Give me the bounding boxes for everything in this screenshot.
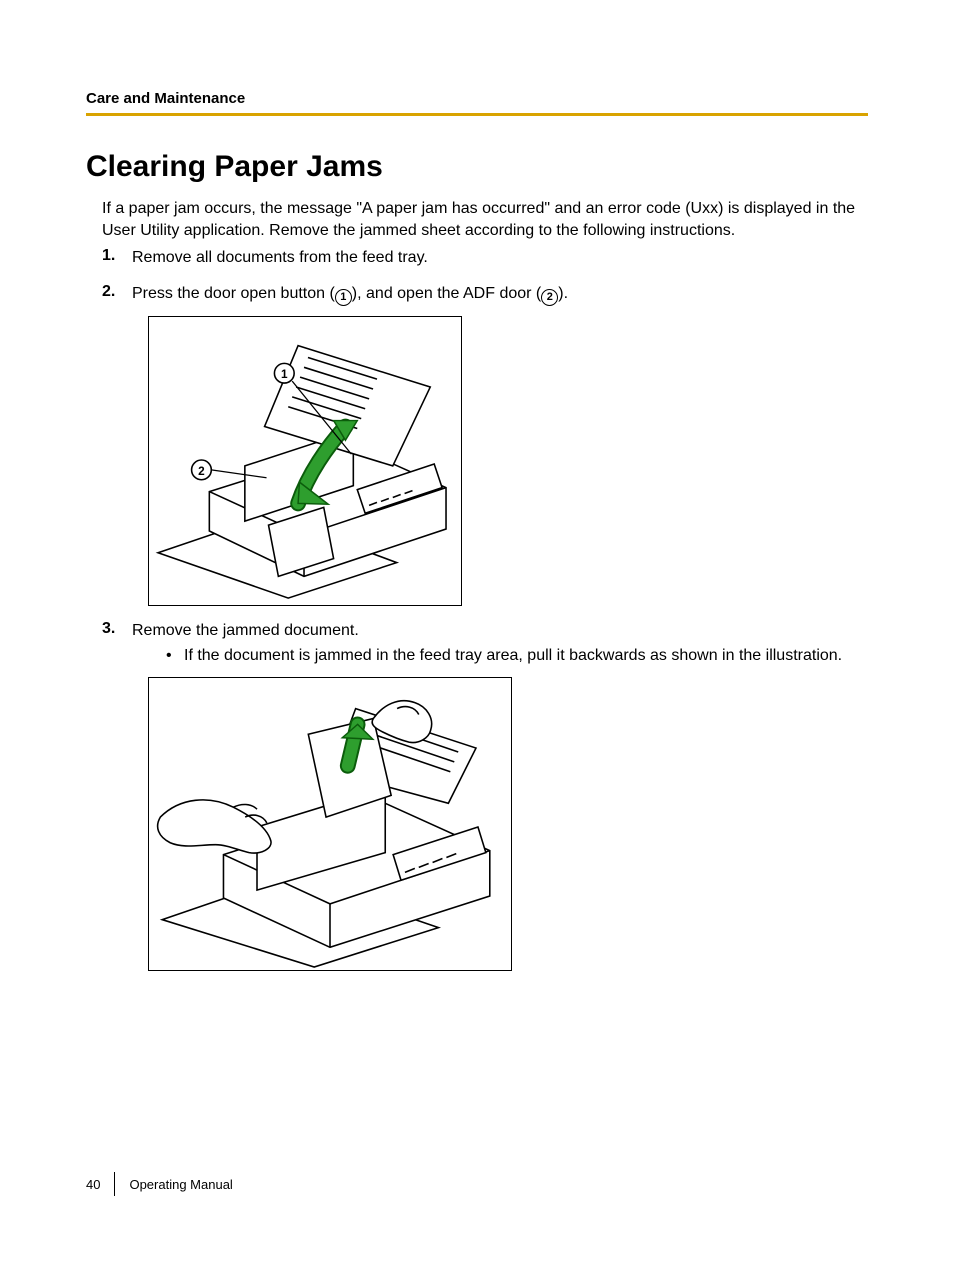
page-footer: 40 Operating Manual xyxy=(86,1172,233,1196)
figure-step-2: 1 2 xyxy=(148,316,462,606)
scanner-pull-paper-illustration xyxy=(150,679,510,969)
callout-marker-2: 2 xyxy=(541,289,558,306)
step-3: 3. Remove the jammed document. If the do… xyxy=(102,620,868,971)
scanner-open-door-illustration: 1 2 xyxy=(150,318,460,604)
step-text-main: Remove the jammed document. xyxy=(132,622,359,639)
step-1: 1. Remove all documents from the feed tr… xyxy=(102,247,868,269)
intro-paragraph: If a paper jam occurs, the message "A pa… xyxy=(102,198,868,241)
step-number: 1. xyxy=(102,247,132,265)
figure-step-3 xyxy=(148,677,512,971)
step-text-post: ). xyxy=(558,285,568,302)
page-title: Clearing Paper Jams xyxy=(86,150,868,184)
footer-separator xyxy=(114,1172,115,1196)
step-3-bullets: If the document is jammed in the feed tr… xyxy=(162,645,868,667)
step-text: Remove all documents from the feed tray. xyxy=(132,247,868,269)
footer-doc-title: Operating Manual xyxy=(129,1177,232,1192)
page: Care and Maintenance Clearing Paper Jams… xyxy=(0,0,954,1272)
steps-list: 1. Remove all documents from the feed tr… xyxy=(102,247,868,971)
header-rule xyxy=(86,113,868,116)
step-text-mid: ), and open the ADF door ( xyxy=(352,285,541,302)
step-number: 2. xyxy=(102,283,132,301)
bullet-item: If the document is jammed in the feed tr… xyxy=(162,645,868,667)
svg-text:1: 1 xyxy=(281,367,288,381)
step-2: 2. Press the door open button (1), and o… xyxy=(102,283,868,606)
step-text-pre: Press the door open button ( xyxy=(132,285,335,302)
callout-marker-1: 1 xyxy=(335,289,352,306)
section-header: Care and Maintenance xyxy=(86,90,868,107)
step-text: Press the door open button (1), and open… xyxy=(132,283,868,306)
step-text: Remove the jammed document. If the docum… xyxy=(132,620,868,667)
step-number: 3. xyxy=(102,620,132,638)
page-number: 40 xyxy=(86,1177,114,1192)
svg-text:2: 2 xyxy=(198,464,205,478)
left-hand-icon xyxy=(158,800,271,853)
